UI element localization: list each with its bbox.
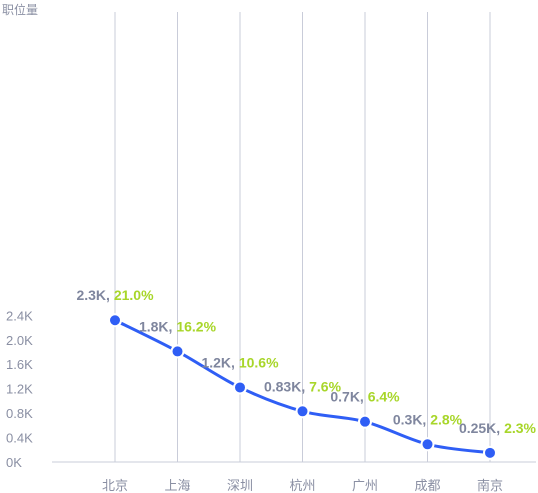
- data-label-share: 21.0%: [114, 287, 154, 303]
- data-label-value: 0.7K,: [330, 389, 367, 405]
- y-axis-ticks: 0K 0.4K 0.8K 1.2K 1.6K 2.0K 2.4K: [6, 308, 33, 470]
- data-label: 2.3K, 21.0%: [76, 287, 154, 303]
- data-label: 0.3K, 2.8%: [393, 411, 463, 427]
- data-label: 1.8K, 16.2%: [139, 318, 217, 334]
- data-point: [420, 437, 435, 452]
- data-point: [358, 414, 372, 429]
- data-point: [483, 445, 497, 460]
- data-label-value: 1.2K,: [201, 354, 238, 370]
- data-point: [170, 344, 185, 359]
- y-tick-label: 1.6K: [6, 357, 33, 372]
- x-tick-label: 广州: [352, 479, 378, 493]
- y-tick-label: 2.0K: [6, 333, 33, 348]
- y-tick-label: 0.8K: [6, 406, 33, 421]
- data-label-share: 16.2%: [176, 318, 216, 334]
- data-label-share: 7.6%: [309, 378, 341, 394]
- data-label-value: 0.25K,: [459, 420, 504, 436]
- data-label-share: 10.6%: [239, 354, 279, 370]
- x-axis-ticks: 北京 上海 深圳 杭州 广州 成都 南京: [102, 478, 503, 493]
- data-label: 1.2K, 10.6%: [201, 354, 279, 370]
- data-label-share: 2.3%: [504, 420, 536, 436]
- y-tick-label: 2.4K: [6, 308, 33, 323]
- x-tick-label: 上海: [164, 479, 190, 493]
- data-label: 0.83K, 7.6%: [264, 378, 342, 394]
- data-label-value: 1.8K,: [139, 318, 176, 334]
- y-axis-title: 职位量: [2, 2, 38, 17]
- data-point: [108, 313, 122, 328]
- x-tick-label: 南京: [477, 478, 503, 493]
- x-tick-label: 成都: [414, 479, 440, 493]
- data-label: 0.25K, 2.3%: [459, 420, 537, 436]
- data-label-share: 2.8%: [430, 411, 462, 427]
- data-label-share: 6.4%: [368, 389, 400, 405]
- data-label-value: 0.83K,: [264, 378, 309, 394]
- data-label: 0.7K, 6.4%: [330, 389, 400, 405]
- x-tick-label: 北京: [102, 479, 128, 493]
- x-tick-label: 杭州: [289, 479, 315, 493]
- data-labels: 2.3K, 21.0% 1.8K, 16.2% 1.2K, 10.6% 0.83K, …: [76, 287, 536, 436]
- y-tick-label: 1.2K: [6, 382, 33, 397]
- data-label-value: 0.3K,: [393, 411, 430, 427]
- data-label-value: 2.3K,: [76, 287, 113, 303]
- y-tick-label: 0.4K: [6, 431, 33, 446]
- data-point: [233, 380, 247, 395]
- vertical-gridlines: [114, 12, 491, 462]
- y-tick-label: 0K: [6, 455, 22, 470]
- data-points: [108, 313, 497, 460]
- data-point: [295, 404, 310, 419]
- x-tick-label: 深圳: [227, 479, 253, 493]
